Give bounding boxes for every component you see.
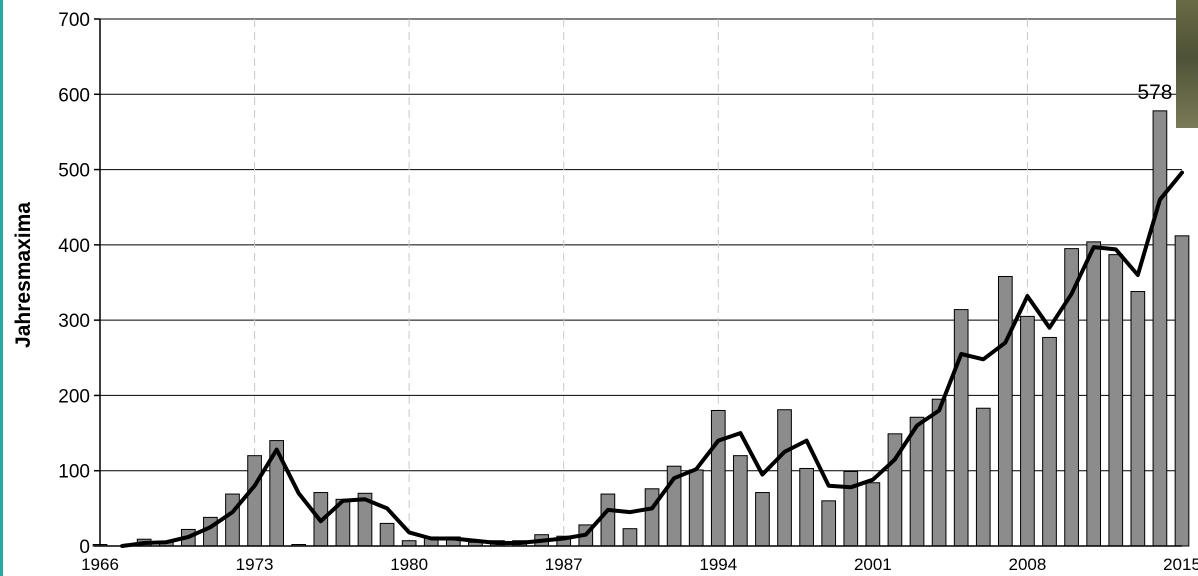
label-layer: 0 100 200 300 400 500 600 700 1966 1973 1980 1987 19… <box>58 10 1198 574</box>
slide-left-border <box>0 0 3 576</box>
bar <box>1042 336 1057 547</box>
bar <box>247 455 262 547</box>
bar <box>777 409 792 547</box>
x-tick-label: 2008 <box>1009 555 1047 574</box>
y-tick-label: 700 <box>58 10 90 31</box>
bar <box>1152 110 1168 547</box>
bar <box>865 482 881 547</box>
y-tick-label: 200 <box>58 386 90 407</box>
data-label: 578 <box>1137 81 1172 104</box>
bar <box>909 416 925 547</box>
bar <box>799 467 814 547</box>
axis-layer <box>94 18 1182 547</box>
bar <box>1174 235 1190 547</box>
x-tick-label: 1966 <box>81 555 119 574</box>
x-tick-label: 2015 <box>1163 555 1198 574</box>
bar <box>710 409 726 547</box>
bar <box>225 493 240 547</box>
bar <box>1020 315 1035 547</box>
bar <box>821 500 837 547</box>
y-tick-label: 0 <box>79 537 90 558</box>
line-layer <box>120 170 1184 548</box>
bar <box>975 407 991 547</box>
x-tick-label: 1973 <box>236 555 274 574</box>
y-axis-title: Jahresmaxima <box>12 202 35 348</box>
bar <box>401 540 417 547</box>
photo-thumbnail <box>1176 0 1198 128</box>
bar <box>953 309 969 547</box>
y-tick-label: 500 <box>58 161 90 182</box>
bar <box>998 275 1013 547</box>
bar <box>931 398 947 547</box>
bar <box>843 470 859 547</box>
y-tick-label: 600 <box>58 85 90 106</box>
bar <box>644 488 660 547</box>
y-tick-label: 400 <box>58 236 90 257</box>
bar <box>600 493 616 547</box>
bar <box>1130 291 1146 547</box>
grid-layer <box>100 18 1182 546</box>
trend-line <box>120 170 1184 548</box>
x-tick-label: 2001 <box>854 555 892 574</box>
bar <box>755 492 770 547</box>
y-tick-label: 100 <box>58 462 90 483</box>
y-tick-label: 300 <box>58 311 90 332</box>
bar <box>1086 241 1102 547</box>
bar <box>379 522 395 547</box>
x-tick-label: 1980 <box>390 555 428 574</box>
x-tick-label: 1994 <box>699 555 737 574</box>
bar <box>622 528 638 547</box>
bar <box>1108 254 1124 547</box>
bar <box>688 469 704 547</box>
x-tick-label: 1987 <box>545 555 583 574</box>
bar <box>733 455 748 547</box>
